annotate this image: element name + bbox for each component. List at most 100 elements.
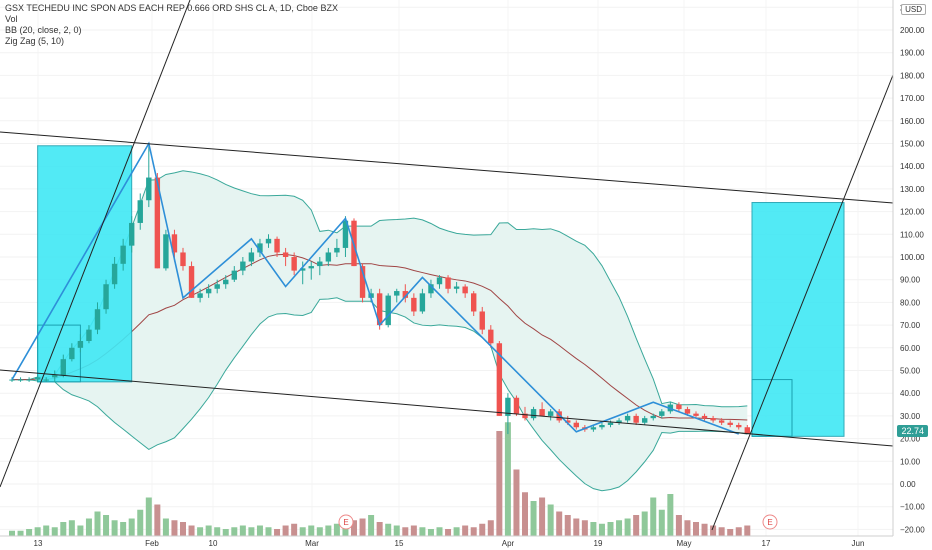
volume-bar xyxy=(530,501,537,536)
candle xyxy=(291,252,297,276)
candle-body xyxy=(26,379,32,381)
candle-body xyxy=(573,422,579,428)
volume-bar xyxy=(564,515,571,536)
chart-legend: GSX TECHEDU INC SPON ADS EACH REP 0.666 … xyxy=(5,3,338,47)
legend-volume[interactable]: Vol xyxy=(5,14,18,24)
candle xyxy=(300,261,306,285)
candle-body xyxy=(402,291,408,298)
time-tick-label: Jun xyxy=(852,539,865,548)
candle xyxy=(522,406,528,421)
volume-bar xyxy=(718,527,725,536)
candle xyxy=(599,422,605,430)
volume-bar xyxy=(291,523,298,536)
time-tick-label: 19 xyxy=(594,539,603,548)
time-tick-label: 10 xyxy=(209,539,218,548)
price-tick-label: −20.00 xyxy=(900,525,925,534)
candle xyxy=(496,340,503,416)
candle xyxy=(394,288,400,303)
price-tick-label: 50.00 xyxy=(900,367,921,376)
candle xyxy=(710,415,716,423)
earnings-marker[interactable]: E xyxy=(338,514,354,530)
candle xyxy=(676,402,682,412)
legend-bollinger[interactable]: BB (20, close, 2, 0) xyxy=(5,25,82,35)
volume-bar xyxy=(137,509,144,536)
volume-bar xyxy=(171,520,178,536)
candle-body xyxy=(376,293,383,326)
candle xyxy=(736,422,742,430)
candle-body xyxy=(291,257,297,271)
volume-bar xyxy=(333,523,340,536)
volume-bar xyxy=(359,518,366,536)
candle xyxy=(308,261,314,280)
volume-bar xyxy=(470,527,477,536)
zigzag-path xyxy=(11,141,740,435)
volume-bar xyxy=(77,525,84,536)
price-axis[interactable]: 220.00210.00200.00190.00180.00170.00160.… xyxy=(892,0,925,536)
channel-lower-line xyxy=(0,369,894,447)
candle-body xyxy=(599,424,605,428)
volume-bar xyxy=(410,525,417,536)
price-tick-label: 30.00 xyxy=(900,412,921,421)
volume-bar xyxy=(145,497,152,536)
volume-bar xyxy=(693,522,699,536)
candle xyxy=(137,193,143,230)
price-tick-label: 160.00 xyxy=(900,117,925,126)
volume-bar xyxy=(522,492,528,536)
candle-body xyxy=(103,284,109,310)
candle xyxy=(26,377,32,382)
candle xyxy=(103,279,109,314)
price-tick-label: 120.00 xyxy=(900,208,925,217)
price-tick-label: −10.00 xyxy=(900,503,925,512)
volume-bar xyxy=(111,520,118,536)
candle-body xyxy=(163,234,169,269)
candle xyxy=(573,420,579,430)
bb-basis xyxy=(12,253,748,421)
candle-body xyxy=(693,413,699,416)
volume-bar xyxy=(581,520,588,536)
candle xyxy=(650,413,656,421)
candle xyxy=(624,413,631,423)
candle-body xyxy=(300,268,306,271)
candle-body xyxy=(539,409,545,416)
time-axis[interactable]: 13 Feb 10 Mar 15 Apr 19 May 17 Jun xyxy=(0,535,893,548)
bb-upper xyxy=(12,170,748,408)
candle-body xyxy=(547,411,554,416)
currency-badge[interactable]: USD xyxy=(901,4,926,15)
candle-body xyxy=(650,415,656,419)
projection-box xyxy=(37,145,133,383)
candle xyxy=(34,375,41,382)
candle-body xyxy=(77,340,84,348)
volume-bar xyxy=(710,525,717,536)
candle-body xyxy=(462,286,468,294)
volume-bar xyxy=(239,525,246,536)
candle-body xyxy=(556,411,562,421)
candle xyxy=(633,413,639,425)
volume-bar xyxy=(197,527,204,536)
trend-lines xyxy=(0,0,894,531)
candle-body xyxy=(565,420,571,423)
candle xyxy=(693,411,699,419)
candle xyxy=(17,377,24,382)
candle xyxy=(436,275,443,289)
candle xyxy=(411,293,417,317)
candle-body xyxy=(385,295,391,326)
candle xyxy=(659,409,665,419)
legend-zigzag[interactable]: Zig Zag (5, 10) xyxy=(5,36,65,46)
candle xyxy=(428,279,434,298)
candle xyxy=(317,257,323,276)
candle xyxy=(479,306,485,335)
volume-bar xyxy=(256,525,263,536)
projection-box-inner xyxy=(37,324,81,383)
candle-body xyxy=(368,293,374,298)
candle xyxy=(718,418,725,425)
volume-bar xyxy=(547,504,554,536)
volume-bars xyxy=(9,422,751,536)
candle-body xyxy=(727,422,733,425)
candle xyxy=(205,284,212,298)
symbol-title[interactable]: GSX TECHEDU INC SPON ADS EACH REP 0.666 … xyxy=(5,3,338,13)
earnings-marker[interactable]: E xyxy=(762,514,778,530)
fan-line xyxy=(0,0,191,488)
candle xyxy=(547,409,554,421)
